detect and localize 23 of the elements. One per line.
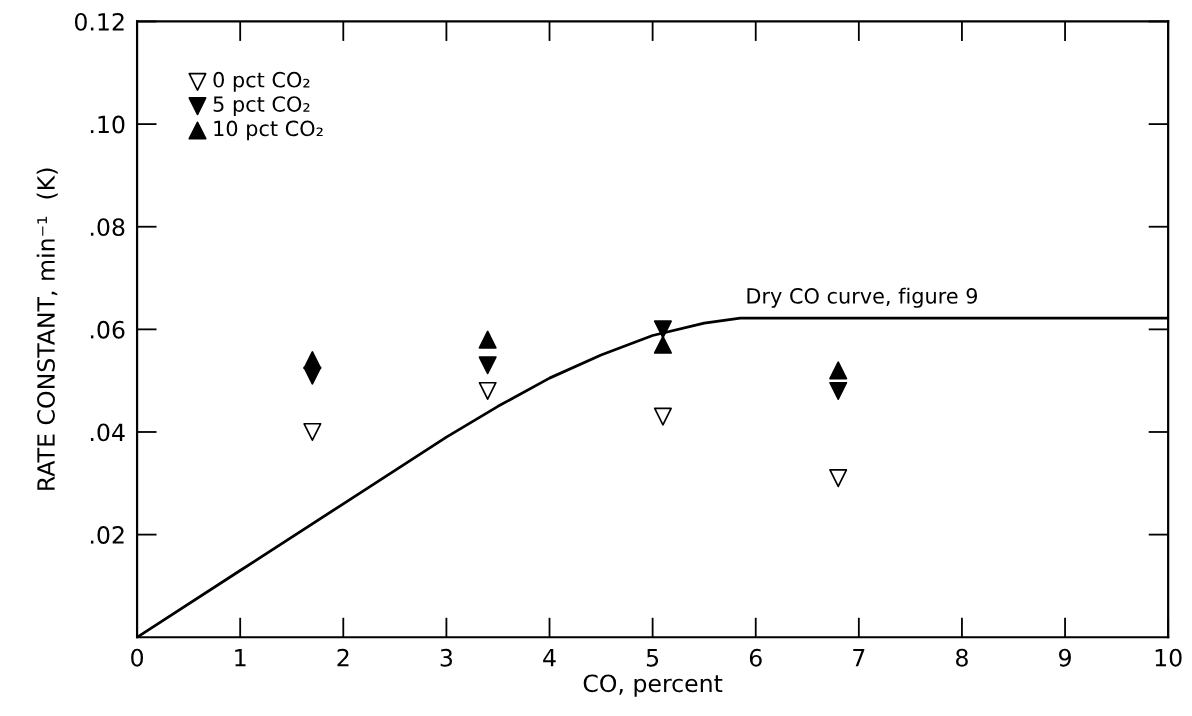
x-axis-title: CO, percent [583, 674, 723, 697]
annotation: Dry CO curve, figure 9 [747, 287, 978, 308]
x-tick-label: 3 [440, 648, 453, 667]
x-tick-label: 7 [853, 649, 865, 667]
y-tick-label: .02 [90, 526, 124, 544]
y-tick-label: .06 [90, 320, 125, 339]
x-tick-label: 10 [1155, 648, 1182, 667]
x-tick-label: 0 [131, 648, 144, 667]
y-tick-label: 0.12 [74, 12, 124, 31]
x-tick-label: 9 [1059, 648, 1071, 667]
y-tick-label: .08 [90, 218, 125, 237]
legend-label: 10 pct CO₂ [214, 120, 323, 141]
y-axis-title: RATE CONSTANT, min⁻¹ (K) [36, 168, 58, 490]
x-tick-label: 4 [543, 649, 556, 667]
x-tick-label: 1 [235, 649, 246, 667]
y-tick-label: .04 [90, 423, 125, 442]
x-tick-label: 5 [646, 649, 659, 667]
x-tick-label: 8 [956, 648, 968, 667]
x-tick-label: 6 [749, 648, 762, 667]
legend-label: 5 pct CO₂ [213, 96, 310, 116]
y-tick-label: .10 [90, 115, 125, 134]
x-tick-label: 2 [337, 648, 349, 667]
legend-label: 0 pct CO₂ [213, 71, 310, 92]
